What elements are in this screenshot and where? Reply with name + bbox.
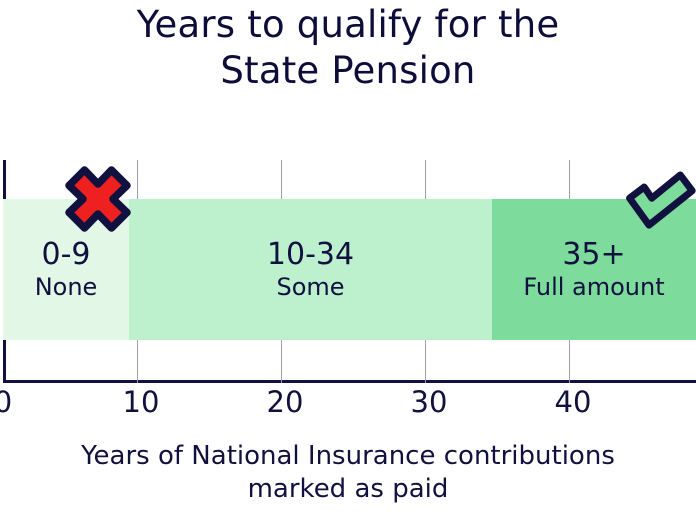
x-tick-label-10: 10 <box>122 385 160 419</box>
band-range-label: 35+ <box>562 236 626 272</box>
plot-area: 0-9 None 10-34 Some 35+ Full amount <box>3 160 696 383</box>
band-segment-some: 10-34 Some <box>129 199 492 340</box>
check-icon <box>618 168 696 244</box>
x-axis-label: Years of National Insurance contribution… <box>81 441 615 504</box>
x-tick-label-0: 0 <box>0 385 13 419</box>
x-tick-label-20: 20 <box>266 385 304 419</box>
band-desc-label: Full amount <box>523 272 665 301</box>
band-range-label: 0-9 <box>41 236 91 272</box>
band-desc-label: None <box>34 272 98 301</box>
chart-title: Years to qualify for the State Pension <box>136 3 560 92</box>
band-segment-full: 35+ Full amount <box>492 199 696 340</box>
x-axis-spine <box>3 380 696 383</box>
x-tick-label-40: 40 <box>554 385 592 419</box>
band-desc-label: Some <box>276 272 345 301</box>
band-range-label: 10-34 <box>266 236 355 272</box>
cross-icon <box>62 163 134 239</box>
x-tick-label-30: 30 <box>410 385 448 419</box>
